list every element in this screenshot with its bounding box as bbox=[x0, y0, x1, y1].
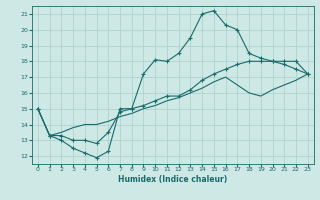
X-axis label: Humidex (Indice chaleur): Humidex (Indice chaleur) bbox=[118, 175, 228, 184]
